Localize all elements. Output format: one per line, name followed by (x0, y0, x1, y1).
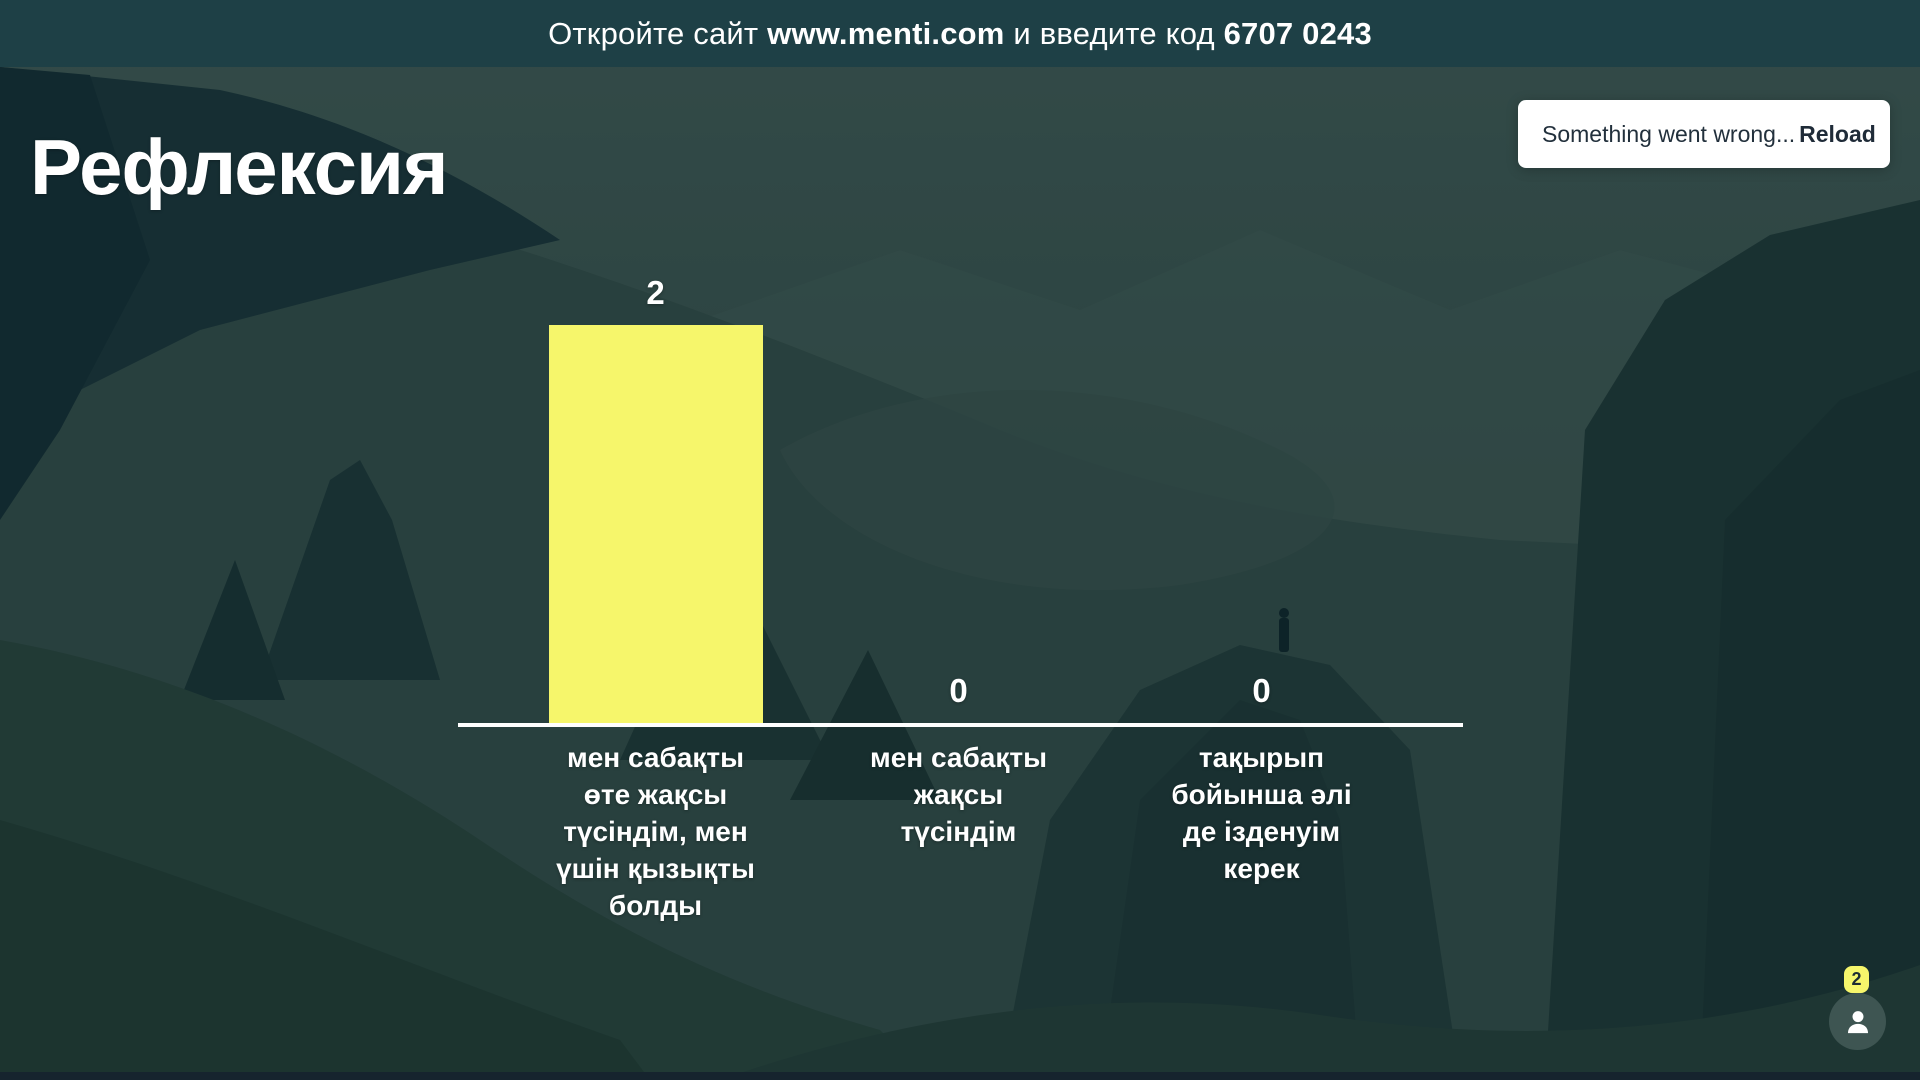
bar-slot-3: 0 (1110, 672, 1413, 723)
bar-value-label: 2 (646, 274, 665, 311)
join-site-url: www.menti.com (767, 16, 1005, 51)
page-title: Рефлексия (30, 123, 449, 211)
footer-strip (0, 1072, 1920, 1080)
bar-slot-2: 0 (807, 672, 1110, 723)
join-code: 6707 0243 (1223, 16, 1372, 51)
category-label-3: тақырып бойынша әлі де ізденуім керек (1171, 742, 1352, 884)
reload-button[interactable]: Reload (1795, 115, 1880, 154)
join-instruction-bar: Откройте сайт www.menti.com и введите ко… (0, 0, 1920, 67)
category-label-1: мен сабақты өте жақсы түсіндім, мен үшін… (556, 742, 755, 921)
person-icon (1847, 1010, 1868, 1033)
bar-segment (548, 325, 763, 723)
category-label-2: мен сабақты жақсы түсіндім (870, 742, 1047, 847)
bar-value-label: 0 (949, 672, 968, 709)
participant-count-badge: 2 (1844, 966, 1869, 993)
participants-button[interactable] (1829, 993, 1886, 1050)
bar-value-label: 0 (1252, 672, 1271, 709)
join-text-middle: и введите код (1004, 16, 1224, 51)
bar-slot-1: 2 (504, 274, 807, 723)
join-text-prefix: Откройте сайт (548, 16, 768, 51)
toast-message: Something went wrong... (1542, 120, 1796, 147)
error-toast: Something went wrong... Reload (1518, 100, 1890, 168)
chart-baseline (458, 723, 1463, 727)
